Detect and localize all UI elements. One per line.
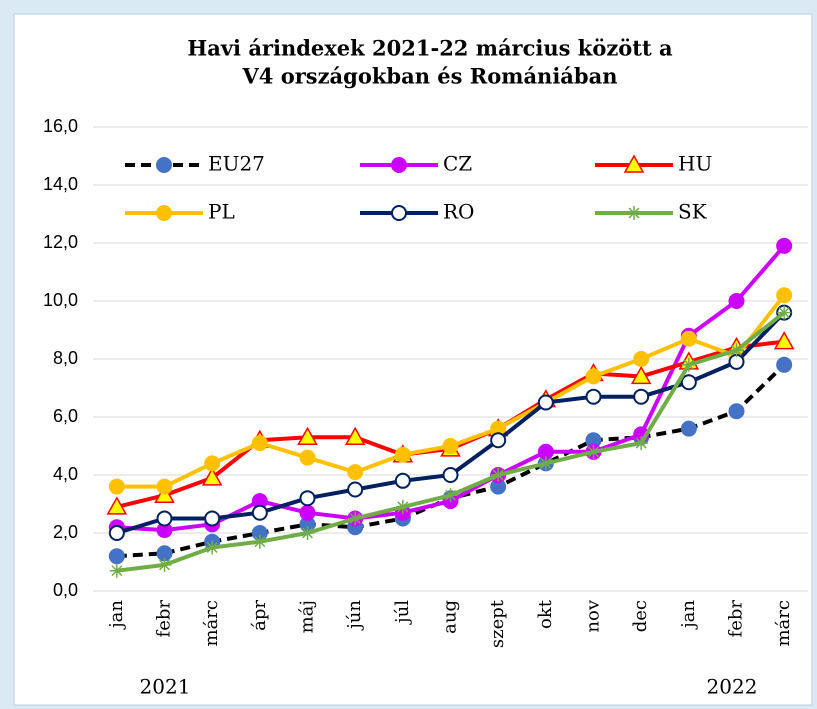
data-point [442,438,459,454]
data-point [299,449,316,466]
data-point [776,287,793,304]
data-point [729,343,744,358]
data-point [109,563,124,578]
data-point [157,557,172,572]
x-tick-label: máj [297,600,318,633]
x-tick-label: ápr [249,600,270,631]
data-point [443,488,458,503]
data-point [681,357,696,372]
legend-label: HU [678,152,712,176]
x-tick-label: jan [678,600,699,630]
data-point [201,467,223,486]
data-point [680,374,697,391]
x-tick-label: febr [726,600,747,638]
y-tick-label: 8,0 [53,348,78,368]
legend-label: RO [443,200,474,224]
y-tick-label: 10,0 [43,290,78,310]
legend-label: EU27 [208,152,265,176]
chart-title: Havi árindexek 2021-22 március között a [187,36,673,61]
data-point [776,237,793,254]
data-point [108,548,125,565]
data-point [773,331,795,350]
data-point [251,504,268,521]
data-point [299,504,316,521]
legend-label: PL [208,200,235,224]
data-point [252,534,267,549]
data-point [634,436,649,451]
y-tick-label: 12,0 [43,232,78,252]
chart-title: V4 országokban és Romániában [242,64,618,89]
data-point [680,420,697,437]
data-point [347,481,364,498]
x-tick-label: nov [583,599,604,632]
data-point [204,510,221,527]
legend-marker [156,205,172,221]
legend-marker [391,157,407,173]
y-tick-label: 2,0 [53,522,78,542]
x-tick-label: jún [344,600,365,631]
legend-marker [623,154,645,173]
x-tick-label: febr [154,600,175,638]
data-point [680,330,697,347]
y-tick-label: 0,0 [53,580,78,600]
data-point [585,368,602,385]
x-tick-label: aug [440,600,461,634]
data-point [586,444,601,459]
data-point [537,394,554,411]
data-point [538,456,553,471]
data-point [394,446,411,463]
y-tick-label: 4,0 [53,464,78,484]
data-point [251,435,268,452]
data-point [728,293,745,309]
data-point [297,426,318,446]
data-point [347,464,364,481]
data-point [108,525,125,541]
x-tick-label: márc [201,600,222,647]
data-point [394,472,411,489]
data-point [299,490,316,507]
y-tick-label: 16,0 [43,116,78,136]
data-point [204,455,221,472]
data-point [348,511,363,526]
data-point [728,403,745,420]
legend-marker [391,205,407,221]
data-point [442,467,459,483]
x-tick-label: jan [106,600,127,630]
legend-label: SK [678,200,708,224]
x-tick-label: dec [630,600,651,632]
data-point [633,351,650,367]
year-label: 2021 [140,675,191,699]
data-point [630,365,652,385]
data-point [300,526,315,540]
year-label: 2022 [707,675,758,699]
data-point [777,305,792,320]
data-point [491,468,506,482]
data-point [108,478,125,495]
legend-label: CZ [443,152,472,176]
y-tick-label: 14,0 [43,174,78,194]
y-tick-label: 6,0 [53,406,78,426]
data-point [490,432,507,449]
data-point [344,426,366,446]
data-point [156,478,173,495]
x-tick-label: szept [487,599,508,648]
data-point [633,388,650,405]
data-point [585,388,602,405]
data-point [156,510,173,527]
data-point [106,496,128,515]
data-point [395,499,410,514]
x-tick-label: okt [535,599,556,629]
x-tick-label: márc [773,600,794,647]
legend-marker [627,206,641,220]
data-point [205,540,220,555]
legend-marker [156,157,172,173]
x-tick-label: júl [392,600,413,625]
data-point [776,356,793,373]
